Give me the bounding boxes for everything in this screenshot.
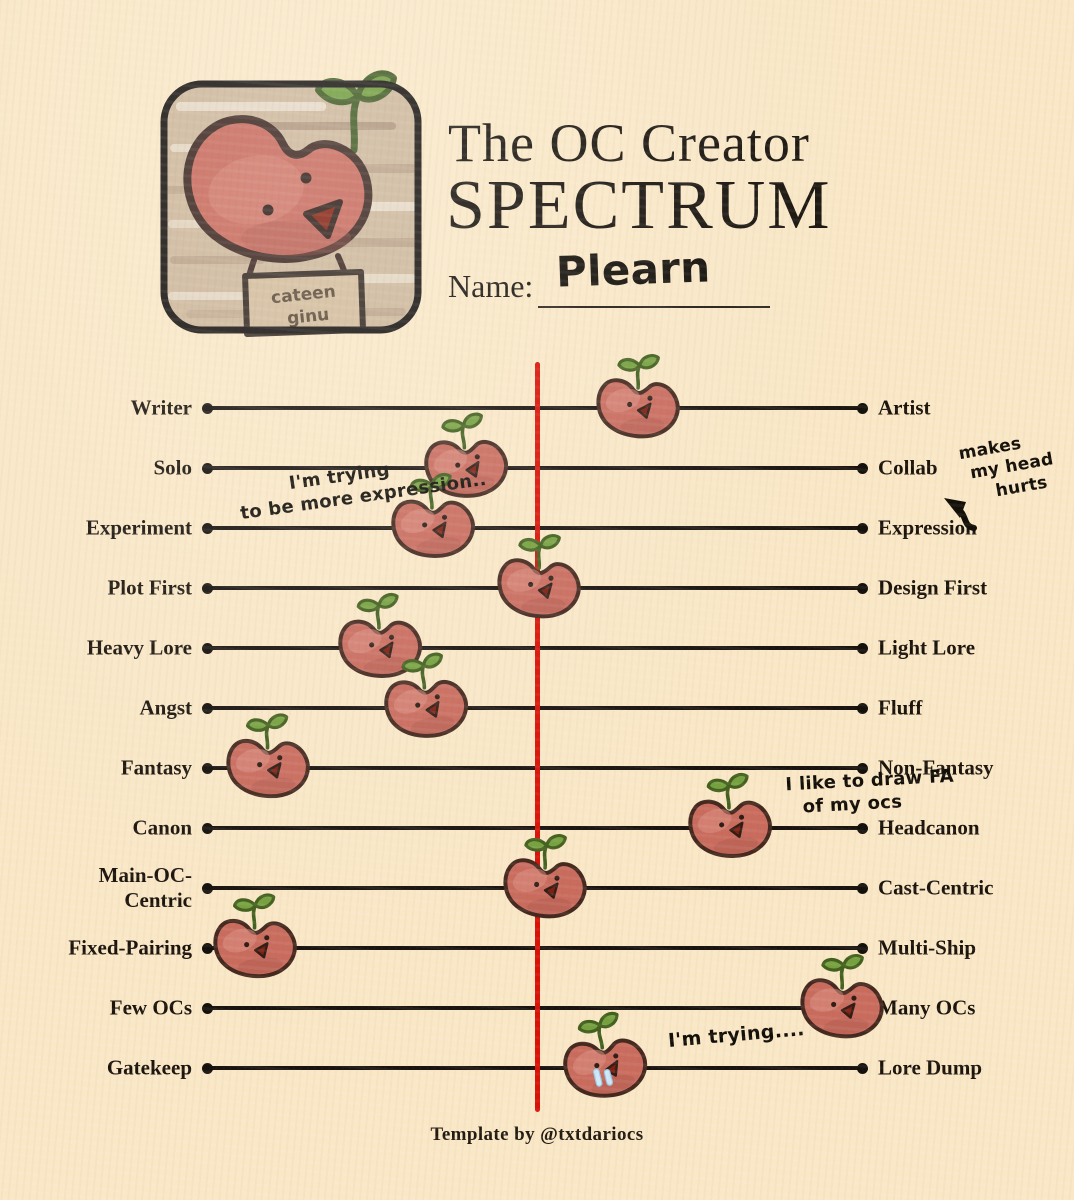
spectrum-right-label: Many OCs — [878, 995, 976, 1020]
bean-marker[interactable] — [673, 767, 782, 881]
spectrum-left-label: Writer — [130, 395, 192, 420]
bean-marker[interactable] — [789, 950, 892, 1058]
page-title-line1: The OC Creator — [448, 113, 810, 173]
spectrum-right-label: Fluff — [878, 695, 923, 720]
spectrum-right-label: Headcanon — [878, 815, 980, 840]
template-credit: Template by @txtdariocs — [430, 1124, 644, 1145]
spectrum-right-label: Design First — [878, 575, 988, 600]
bean-marker[interactable] — [584, 350, 687, 458]
arrow-doodle-icon — [944, 498, 977, 531]
spectrum-left-label: Plot First — [107, 575, 192, 600]
spectrum-right-label: Collab — [878, 455, 938, 480]
spectrum-right-label: Expression — [878, 515, 977, 540]
bean-marker[interactable] — [368, 645, 480, 762]
spectrum-left-label: Angst — [139, 695, 192, 720]
name-underline — [538, 268, 770, 308]
spectrum-right-label: Artist — [878, 395, 931, 420]
avatar-bean-character — [183, 70, 397, 303]
spectrum-left-label: Fantasy — [120, 755, 192, 780]
bean-marker[interactable] — [213, 708, 319, 819]
page-title-line2: SPECTRUM — [446, 167, 832, 244]
spectrum-left-label: Experiment — [85, 515, 192, 540]
spectrum-right-label: Multi-Ship — [878, 935, 977, 960]
spectrum-left-label: Main-OC-Centric — [98, 863, 192, 912]
bean-marker[interactable] — [200, 888, 306, 999]
spectrum-right-label: Light Lore — [878, 635, 976, 660]
avatar-sign-text-2: ginu — [286, 305, 330, 329]
spectrum-right-label: Lore Dump — [878, 1055, 983, 1080]
spectrum-left-label: Canon — [132, 815, 192, 840]
name-label: Name: — [448, 268, 534, 304]
spectrum-right-label: Non-Fantasy — [878, 755, 994, 780]
spectrum-right-label: Cast-Centric — [878, 875, 994, 900]
spectrum-left-label: Heavy Lore — [86, 635, 192, 660]
bean-marker[interactable] — [544, 1003, 662, 1125]
annotation-trying: I'm trying.... — [667, 1018, 806, 1052]
spectrum-left-label: Few OCs — [109, 995, 192, 1020]
spectrum-left-label: Gatekeep — [106, 1055, 192, 1080]
spectrum-left-label: Fixed-Pairing — [68, 935, 192, 960]
creator-avatar: cateen ginu — [160, 70, 422, 337]
spectrum-left-label: Solo — [153, 455, 192, 480]
avatar-sign: cateen ginu — [242, 268, 367, 337]
annotation-draw-fa: I like to draw FA of my ocs — [784, 765, 955, 818]
bean-marker[interactable] — [485, 530, 588, 638]
name-value: Plearn — [555, 242, 712, 297]
center-reference-line — [535, 362, 540, 1112]
bean-marker[interactable] — [492, 830, 595, 938]
